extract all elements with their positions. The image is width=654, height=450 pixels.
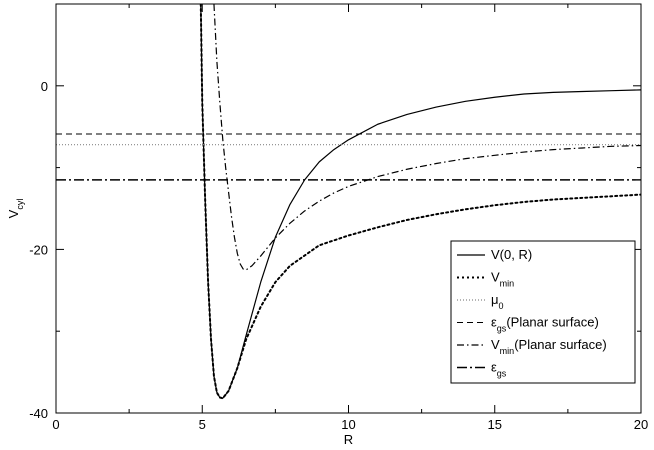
y-axis-label: Vcyl: [6, 199, 25, 219]
legend-label-vmin: Vmin: [491, 270, 514, 289]
legend-box: [450, 240, 636, 384]
x-tick-label: 0: [52, 417, 59, 432]
x-tick-label: 5: [199, 417, 206, 432]
series-vmin_planar: [213, 4, 641, 271]
axes-layer: 0 5 10 15 20 -40 -20 0 R Vcyl: [6, 3, 648, 447]
legend-label-v0r: V(0, R): [491, 247, 532, 262]
legend-label-egs: εgs: [491, 360, 507, 379]
x-tick-label: 10: [341, 417, 355, 432]
legend: V(0, R) Vmin μ0 εgs(Planar surface) Vmin(Pla…: [450, 240, 636, 384]
y-tick-label: 0: [41, 79, 48, 94]
legend-label-vmin_planar: Vmin(Planar surface): [491, 337, 607, 356]
y-axis-label-group: Vcyl: [6, 199, 25, 219]
series-layer: [56, 4, 641, 400]
x-axis-label: R: [344, 432, 353, 447]
x-tick-label: 15: [488, 417, 502, 432]
legend-label-egs_planar: εgs(Planar surface): [491, 315, 599, 334]
y-tick-label: -20: [29, 242, 48, 257]
series-vmin: [199, 4, 641, 400]
legend-label-mu0: μ0: [491, 292, 504, 311]
y-tick-label: -40: [29, 406, 48, 421]
x-tick-label: 20: [634, 417, 648, 432]
